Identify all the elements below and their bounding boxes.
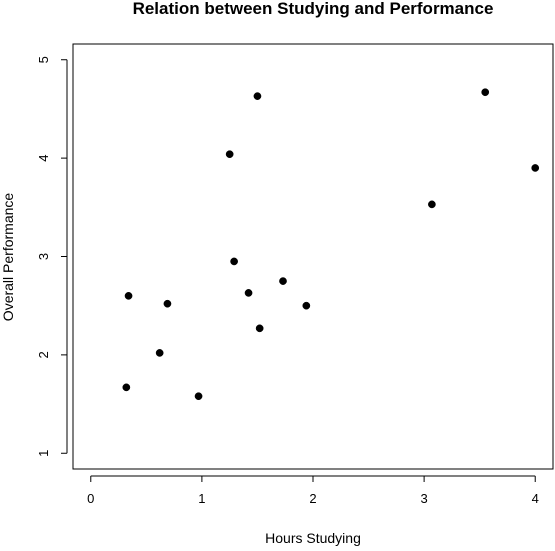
title-layer: Relation between Studying and Performanc… (133, 0, 494, 18)
data-point (279, 277, 287, 285)
data-point (230, 257, 238, 266)
plot-border (72, 43, 554, 470)
data-point (194, 392, 203, 401)
data-point (255, 324, 264, 333)
data-points (122, 88, 540, 401)
data-point (155, 349, 164, 357)
y-tick-label: 5 (36, 56, 51, 63)
data-point (122, 383, 131, 392)
y-tick-label: 1 (36, 450, 51, 457)
y-tick-label: 2 (36, 351, 51, 358)
data-point (253, 92, 262, 100)
y-axis: 1 2 3 4 5 (36, 56, 68, 457)
x-tick-label: 1 (198, 491, 205, 506)
y-tick-label: 3 (36, 253, 51, 260)
x-axis: 0 1 2 3 4 (87, 475, 539, 506)
x-axis-label: Hours Studying (265, 530, 361, 546)
data-point (428, 200, 436, 209)
y-axis-label: Overall Performance (0, 193, 16, 322)
data-point (531, 164, 540, 172)
y-tick-label: 4 (36, 155, 51, 162)
axis-labels: Hours Studying Overall Performance (0, 193, 361, 546)
data-point (124, 292, 133, 300)
x-tick-label: 4 (532, 491, 539, 506)
x-tick-label: 2 (309, 491, 316, 506)
x-tick-label: 3 (420, 491, 427, 506)
data-point (225, 150, 234, 159)
chart-title: Relation between Studying and Performanc… (133, 0, 494, 18)
plot-frame (72, 43, 554, 470)
data-point (244, 289, 253, 297)
data-point (163, 299, 172, 308)
data-point (302, 301, 311, 310)
x-tick-label: 0 (87, 491, 94, 506)
data-point (481, 88, 490, 97)
